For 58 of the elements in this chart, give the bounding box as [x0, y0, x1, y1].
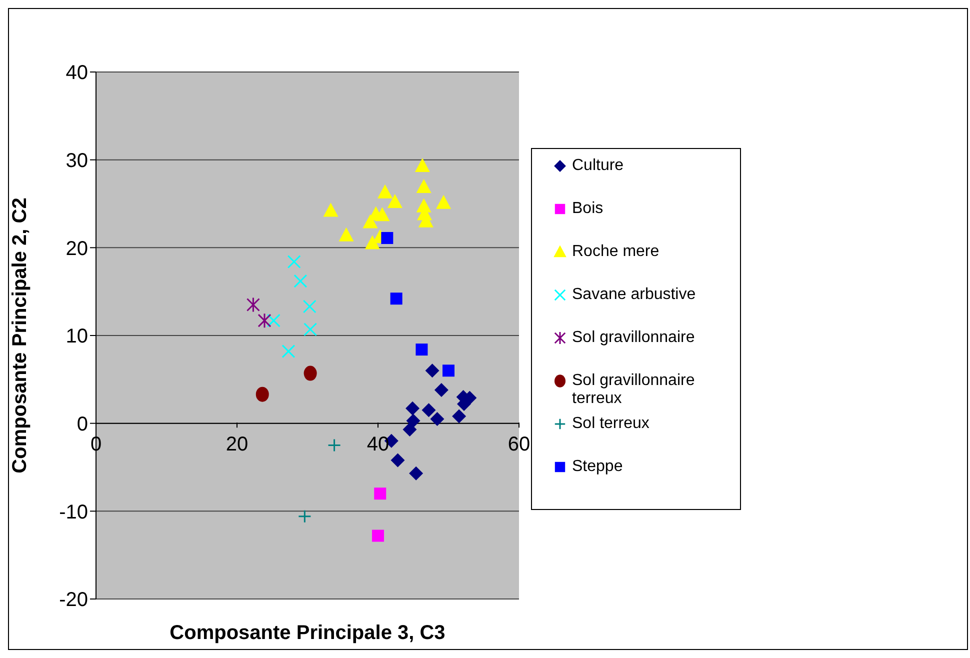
point [323, 202, 338, 217]
legend-label: Savane arbustive [572, 286, 697, 304]
point [258, 312, 272, 328]
legend-label: Sol gravillonnaire [572, 329, 696, 347]
legend-label: Steppe [572, 458, 624, 476]
point [282, 344, 296, 358]
legend-label: Roche mere [572, 243, 660, 261]
point [416, 344, 428, 356]
point [302, 300, 316, 314]
point [364, 235, 380, 250]
legend-label: Culture [572, 157, 625, 175]
point [387, 194, 402, 208]
point [266, 314, 280, 328]
x-tick-label: 60 [508, 434, 530, 456]
point [374, 488, 386, 500]
y-tick-label: 40 [66, 62, 88, 84]
y-axis-title: Composante Principale 2, C2 [9, 198, 32, 474]
point [378, 184, 393, 198]
point [362, 214, 378, 228]
point [390, 292, 402, 305]
point [416, 179, 432, 194]
point [402, 422, 417, 436]
point [406, 414, 420, 428]
legend-label: Bois [572, 200, 604, 218]
point [452, 409, 466, 424]
point [434, 382, 448, 397]
point [409, 466, 424, 480]
point [422, 403, 436, 418]
point [442, 364, 454, 377]
point [406, 401, 420, 416]
point [304, 322, 318, 336]
point [246, 297, 260, 313]
legend-label: Sol terreux [572, 415, 650, 433]
x-axis-title: Composante Principale 3, C3 [170, 622, 446, 644]
point [294, 274, 308, 288]
point [374, 207, 390, 222]
point [430, 412, 444, 426]
y-tick-label: -10 [59, 501, 88, 524]
y-tick-label: 20 [66, 238, 88, 260]
y-tick-label: 0 [76, 413, 88, 436]
point [390, 453, 405, 468]
point [338, 227, 354, 242]
y-tick-label: -20 [59, 589, 88, 612]
x-tick-label: 40 [366, 434, 390, 456]
y-tick-label: 10 [66, 326, 88, 348]
point [287, 254, 301, 268]
point [328, 438, 342, 452]
point [414, 158, 430, 172]
x-tick-label: 20 [226, 434, 248, 456]
point [304, 366, 317, 381]
point [256, 386, 269, 402]
y-tick-label: 30 [66, 150, 88, 172]
point [381, 232, 394, 244]
legend-label: Sol gravillonnaire terreux [572, 372, 696, 408]
point [425, 364, 440, 378]
point [298, 510, 312, 524]
point [372, 530, 384, 542]
point [436, 194, 452, 209]
